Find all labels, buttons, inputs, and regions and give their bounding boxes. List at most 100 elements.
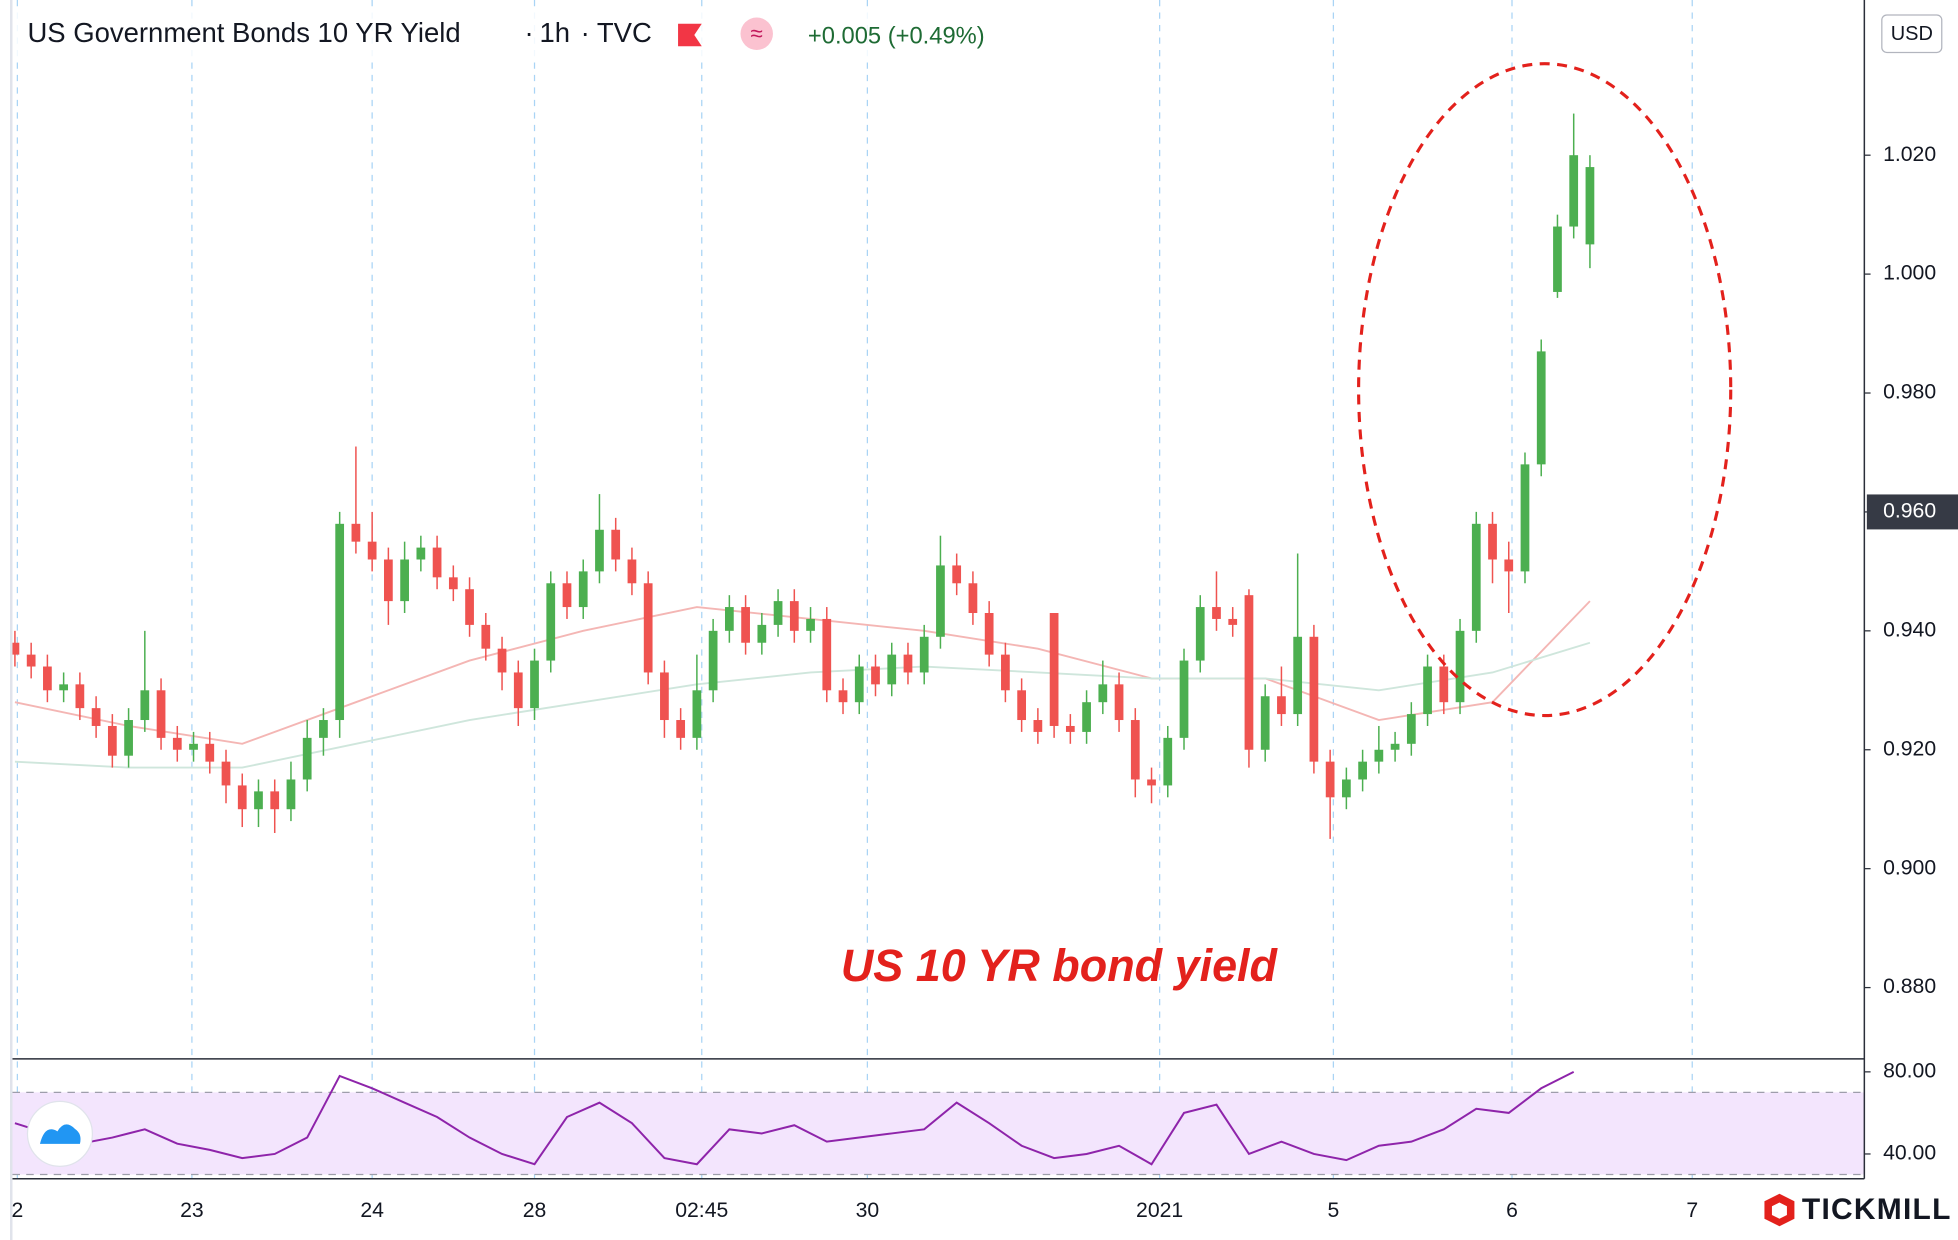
compare-glyph: ≈ xyxy=(751,21,763,46)
candle-body xyxy=(221,761,231,786)
y-tick-label: 0.940 xyxy=(1883,618,1936,641)
candle-body xyxy=(903,654,913,673)
candle-body xyxy=(530,660,539,709)
candle-body xyxy=(1033,720,1043,732)
candle-body xyxy=(578,571,588,608)
candle-body xyxy=(254,791,263,810)
change: +0.005 (+0.49%) xyxy=(808,24,985,50)
candle-body xyxy=(1569,155,1579,227)
candle-body xyxy=(1130,720,1140,780)
candle-body xyxy=(595,529,604,572)
candle-body xyxy=(1390,743,1400,750)
currency: USD xyxy=(1891,23,1933,45)
candle-body xyxy=(546,583,556,661)
x-tick-label: 2 xyxy=(11,1199,23,1222)
y-tick-label: 0.880 xyxy=(1883,975,1936,998)
source: TVC xyxy=(597,17,652,48)
currency-box[interactable] xyxy=(1881,14,1943,54)
candle-body xyxy=(887,654,897,685)
candle-body xyxy=(140,690,150,721)
annotation: US 10 YR bond yield xyxy=(841,940,1279,991)
candle-body xyxy=(432,547,442,578)
y-tick-label: 0.920 xyxy=(1883,737,1936,760)
candle-body xyxy=(205,743,215,762)
candle-body xyxy=(1244,595,1254,750)
candle-body xyxy=(952,565,962,584)
candle-body xyxy=(270,791,280,810)
candle-body xyxy=(302,737,312,780)
candle-body xyxy=(854,666,864,703)
candle-body xyxy=(1293,636,1303,715)
candle-body xyxy=(400,559,409,602)
candle-body xyxy=(1374,749,1384,762)
highlight-ellipse xyxy=(1357,62,1733,718)
candle-body xyxy=(1001,654,1010,691)
candle-body xyxy=(513,672,523,709)
last-price-tag xyxy=(1866,494,1958,530)
candle-body xyxy=(627,559,637,584)
candle-body xyxy=(10,642,20,655)
candle-body xyxy=(1277,696,1286,715)
candle-body xyxy=(75,684,85,709)
rsi-band-fill xyxy=(12,1092,1865,1175)
candle-body xyxy=(59,684,69,691)
candle-body xyxy=(1553,226,1562,292)
candle-body xyxy=(789,601,799,631)
candle-body xyxy=(757,624,767,643)
candle-body xyxy=(708,630,718,691)
x-tick-label: 02:45 xyxy=(675,1199,728,1222)
candle-body xyxy=(107,725,117,756)
candle-body xyxy=(1017,690,1027,721)
candle-body xyxy=(1179,660,1189,738)
y-tick-label: 1.000 xyxy=(1883,262,1936,285)
candle-body xyxy=(838,690,848,703)
x-tick-label: 5 xyxy=(1327,1199,1339,1222)
candle-body xyxy=(1212,607,1221,619)
candle-body xyxy=(1439,666,1449,703)
candle-body xyxy=(968,583,978,614)
plot xyxy=(10,113,1595,1166)
candle-body xyxy=(660,672,669,721)
rsi-line xyxy=(14,1070,1575,1166)
candle-body xyxy=(237,785,247,810)
candle-body xyxy=(1114,684,1124,721)
candle-body xyxy=(481,624,491,649)
candle-body xyxy=(1504,559,1514,572)
candle-body xyxy=(465,589,474,625)
x-tick-label: 23 xyxy=(180,1199,204,1222)
separator: · xyxy=(524,17,533,48)
brand: TICKMILL xyxy=(1802,1193,1952,1226)
candle-body xyxy=(1342,779,1351,798)
last-price-label: 0.960 xyxy=(1883,500,1936,523)
y-tick-label: 80.00 xyxy=(1883,1059,1936,1082)
brand-icon-inner xyxy=(1771,1202,1787,1219)
candle-body xyxy=(1260,696,1270,750)
rsi-band xyxy=(12,1091,1865,1176)
candle-body xyxy=(1082,702,1091,732)
x-tick-label: 7 xyxy=(1686,1199,1698,1222)
candle-body xyxy=(1098,684,1108,703)
candle-body xyxy=(676,720,686,738)
y-tick-label: 0.900 xyxy=(1883,856,1936,879)
candle-body xyxy=(26,654,36,667)
candle-body xyxy=(1536,351,1546,465)
candle-body xyxy=(335,523,345,721)
candle-body xyxy=(1358,761,1367,780)
header-bg xyxy=(14,9,1039,60)
candle-body xyxy=(156,690,166,738)
logo-cloud xyxy=(39,1124,81,1144)
candle-body xyxy=(384,559,393,602)
candle-body xyxy=(448,577,458,590)
candle-body xyxy=(1195,607,1205,661)
candle-body xyxy=(919,636,929,673)
flag-icon[interactable] xyxy=(678,23,702,47)
candle-body xyxy=(1520,464,1530,572)
candle-body xyxy=(1406,714,1416,744)
compare-icon[interactable] xyxy=(740,17,773,50)
y-tick-label: 1.020 xyxy=(1883,143,1936,166)
candle-body xyxy=(936,565,945,637)
x-tick-label: 24 xyxy=(360,1199,384,1222)
candle-body xyxy=(497,648,507,673)
candle-body xyxy=(1049,613,1059,726)
